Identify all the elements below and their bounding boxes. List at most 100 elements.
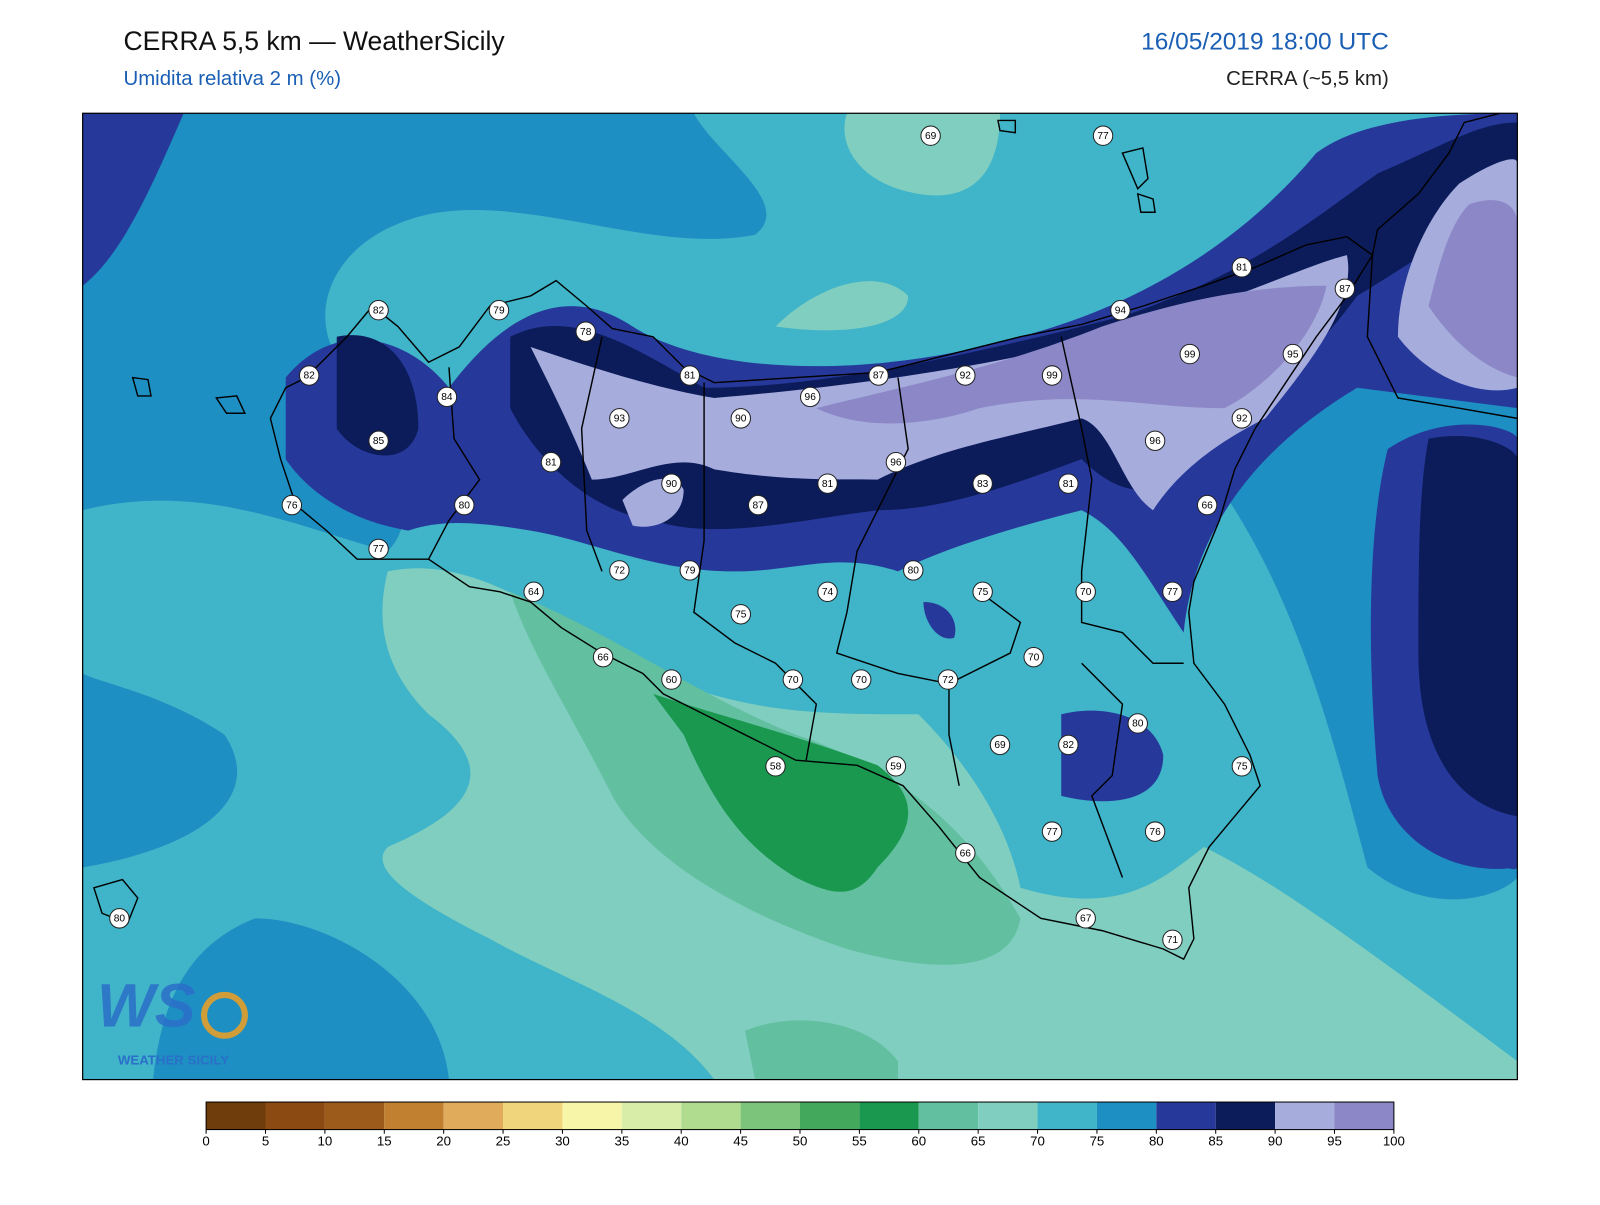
- station-value: 87: [873, 371, 885, 382]
- title: CERRA 5,5 km — WeatherSicily: [123, 26, 505, 56]
- station-value: 75: [1236, 762, 1248, 773]
- colorbar-tick-label: 35: [614, 1133, 629, 1148]
- station-marker: [1179, 343, 1200, 365]
- station-marker: [679, 365, 700, 386]
- station-value: 82: [373, 305, 385, 316]
- colorbar-tick-label: 55: [852, 1133, 867, 1148]
- colorbar-tick-label: 30: [555, 1133, 570, 1148]
- station-marker: [523, 581, 544, 603]
- colorbar-segment: [800, 1102, 860, 1130]
- station-value: 81: [1063, 479, 1075, 490]
- model-label: CERRA (~5,5 km): [1226, 68, 1389, 90]
- station-value: 79: [684, 566, 696, 577]
- colorbar-tick-label: 100: [1383, 1133, 1405, 1148]
- station-marker: [885, 452, 907, 473]
- colorbar-tick-label: 10: [318, 1133, 333, 1148]
- station-value: 90: [735, 414, 747, 425]
- colorbar-tick-label: 45: [733, 1133, 748, 1148]
- station-marker: [1041, 821, 1063, 842]
- station-marker: [1058, 734, 1079, 756]
- station-value: 95: [1287, 349, 1299, 360]
- colorbar-tick-label: 95: [1327, 1133, 1342, 1148]
- station-marker: [800, 386, 821, 408]
- station-value: 77: [1167, 587, 1179, 598]
- station-value: 74: [822, 587, 834, 598]
- station-marker: [368, 538, 389, 560]
- station-value: 87: [1339, 284, 1351, 295]
- colorbar-segment: [265, 1102, 325, 1130]
- colorbar-segment: [206, 1102, 266, 1130]
- station-value: 75: [735, 609, 747, 620]
- station-marker: [1162, 581, 1183, 603]
- station-marker: [1231, 408, 1253, 429]
- station-value: 82: [304, 371, 316, 382]
- station-value: 77: [1097, 131, 1109, 142]
- station-value: 90: [666, 479, 678, 490]
- station-value: 94: [1115, 305, 1127, 316]
- station-marker: [1127, 713, 1148, 734]
- station-marker: [661, 473, 682, 494]
- station-marker: [1075, 908, 1096, 929]
- station-marker: [281, 494, 303, 516]
- station-marker: [782, 669, 804, 690]
- colorbar-tick-label: 90: [1268, 1133, 1283, 1148]
- station-marker: [368, 430, 389, 452]
- station-value: 66: [960, 848, 972, 859]
- field: [82, 113, 1518, 1080]
- station-value: 72: [614, 566, 626, 577]
- station-value: 87: [752, 500, 764, 511]
- station-marker: [109, 908, 130, 929]
- station-value: 81: [822, 479, 834, 490]
- station-marker: [885, 756, 907, 777]
- station-value: 77: [373, 544, 385, 555]
- colorbar-segment: [621, 1102, 682, 1130]
- station-marker: [851, 669, 872, 690]
- datetime: 16/05/2019 18:00 UTC: [1141, 28, 1389, 55]
- station-marker: [955, 365, 976, 386]
- station-marker: [454, 494, 475, 516]
- colorbar-tick-label: 25: [496, 1133, 511, 1148]
- colorbar-segment: [324, 1102, 385, 1130]
- station-marker: [730, 604, 752, 625]
- station-marker: [730, 408, 752, 429]
- colorbar-tick-label: 60: [911, 1133, 926, 1148]
- station-value: 77: [1046, 827, 1058, 838]
- colorbar-segment: [918, 1102, 979, 1130]
- colorbar-tick-label: 50: [793, 1133, 808, 1148]
- station-marker: [937, 669, 959, 690]
- station-marker: [868, 365, 889, 386]
- colorbar-tick-label: 5: [262, 1133, 269, 1148]
- station-value: 99: [1046, 371, 1058, 382]
- station-marker: [679, 560, 700, 581]
- station-marker: [609, 408, 630, 429]
- station-value: 69: [925, 131, 937, 142]
- station-marker: [955, 842, 976, 864]
- colorbar-segment: [443, 1102, 504, 1130]
- station-value: 71: [1167, 935, 1179, 946]
- station-value: 78: [580, 327, 592, 338]
- station-marker: [817, 473, 838, 494]
- station-value: 92: [1236, 414, 1248, 425]
- station-value: 84: [441, 392, 453, 403]
- station-marker: [488, 300, 510, 321]
- logo-text: Weather Sicily: [118, 1053, 229, 1068]
- station-value: 75: [977, 587, 989, 598]
- colorbar-tick-label: 40: [674, 1133, 689, 1148]
- station-value: 93: [614, 414, 626, 425]
- colorbar-segment: [978, 1102, 1038, 1130]
- colorbar-segment: [1156, 1102, 1216, 1130]
- station-value: 79: [493, 305, 505, 316]
- stations: 69 77 82 79 78 82 84 85 81 93 90 96 87 92 99 94 81 87 99 95…: [109, 125, 1356, 950]
- station-value: 99: [1184, 349, 1196, 360]
- station-marker: [1231, 756, 1253, 777]
- station-marker: [1041, 365, 1063, 386]
- station-marker: [1075, 581, 1096, 603]
- station-marker: [1092, 125, 1114, 146]
- station-marker: [1023, 646, 1044, 668]
- colorbar: 0 5 10 15 20 25 30 35 40 45 50 55 60 65 70 75 80 85 90 95 10…: [202, 1101, 1405, 1148]
- station-marker: [747, 494, 769, 516]
- station-marker: [1110, 300, 1131, 321]
- logo-mark: WS: [97, 971, 196, 1039]
- colorbar-segment: [859, 1102, 919, 1130]
